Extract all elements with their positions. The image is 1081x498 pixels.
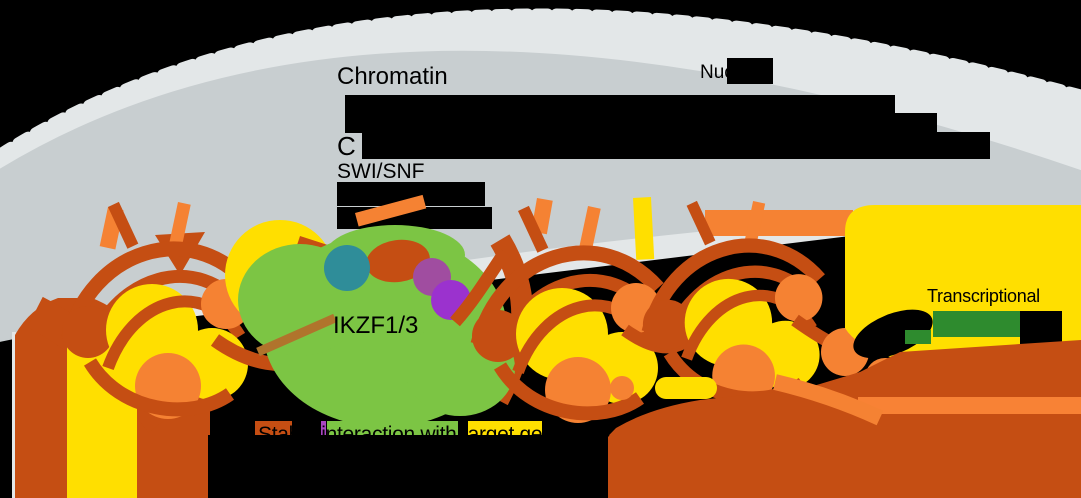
left-edge-line <box>12 332 16 498</box>
dna-yellow-band <box>655 377 717 399</box>
transcription-arrow-region <box>546 340 1081 498</box>
c-fragment-label: C <box>337 131 356 161</box>
dna-tail <box>633 197 655 260</box>
histone <box>610 376 634 400</box>
dna-tail <box>355 194 427 227</box>
caption-label: Stable interaction with target gene loci <box>258 423 601 446</box>
redacted-green-text <box>933 311 1020 337</box>
rust-region <box>548 340 1081 498</box>
caption-strip <box>255 421 542 435</box>
chromatin-label: Chromatin <box>337 63 448 90</box>
dna-strand <box>773 374 884 426</box>
purple-sliver <box>321 421 326 435</box>
redacted-text-bar <box>362 132 990 159</box>
redacted-text-bar <box>345 113 937 133</box>
swisnf-label: SWI/SNF <box>337 160 425 183</box>
linker-orange-band <box>705 210 853 236</box>
caption-backdrop <box>208 435 608 498</box>
transcriptional-label: Transcriptional <box>927 286 1040 306</box>
dna-strand <box>450 248 511 327</box>
band-orange <box>858 397 1081 414</box>
cofactor-teal <box>324 245 370 291</box>
strand-through-blob <box>256 313 337 357</box>
ikzf-label: IKZF1/3 <box>333 312 418 339</box>
redacted-shape <box>853 309 933 359</box>
redacted-green-text <box>905 330 931 344</box>
redacted-text-bar <box>345 95 895 114</box>
nucleus-label-redaction <box>727 58 773 84</box>
